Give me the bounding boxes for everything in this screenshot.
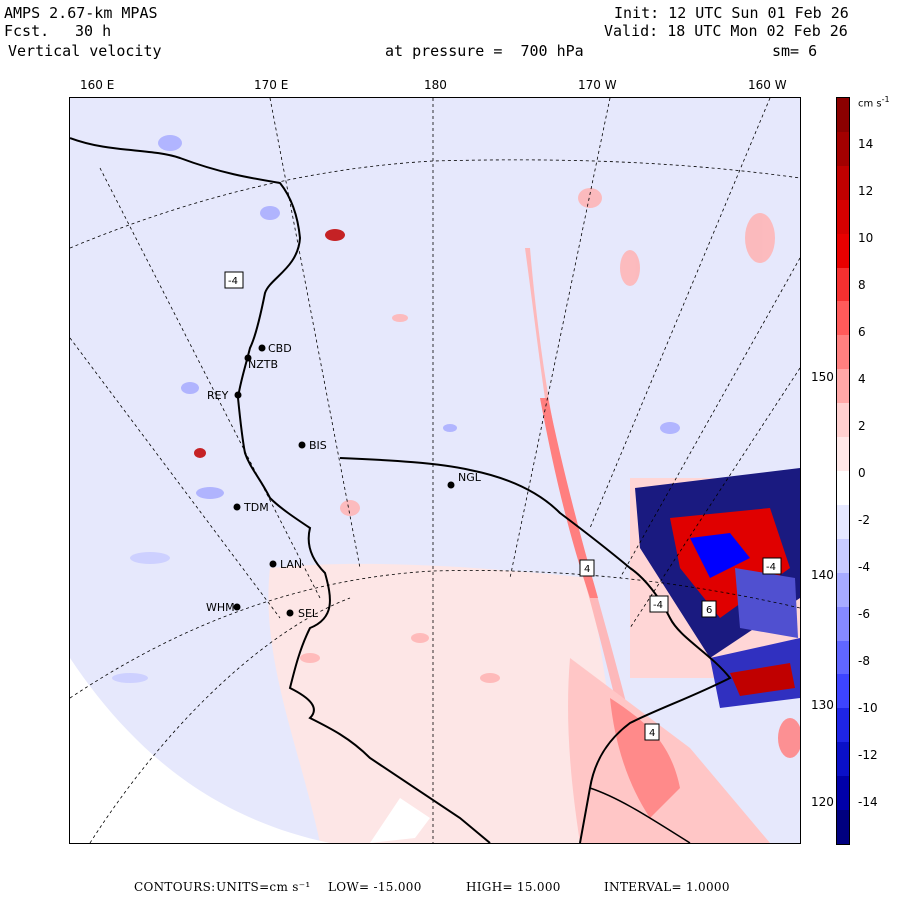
marker-min-box — [224, 271, 244, 289]
colorbar-tick-label: -12 — [858, 748, 878, 762]
colorbar-segment — [837, 131, 849, 167]
colorbar-segment — [837, 471, 849, 506]
colorbar-unit: cm s-1 — [858, 95, 890, 110]
colorbar-tick-label: -2 — [858, 513, 870, 527]
marker-min-box-2 — [649, 595, 669, 613]
marker-max-label-2: 4 — [649, 728, 655, 739]
colorbar-segment — [837, 640, 849, 675]
station-whm-marker — [233, 603, 241, 611]
colorbar-segment — [837, 606, 849, 642]
colorbar-segment — [837, 708, 849, 743]
marker-min-label-3: -4 — [766, 562, 776, 573]
colorbar-segment — [837, 267, 849, 302]
colorbar-segment — [837, 776, 849, 811]
station-bis-label: BIS — [309, 439, 327, 452]
lon-label-160w: 160 W — [748, 78, 787, 92]
station-tdm-label: TDM — [243, 501, 269, 514]
colorbar-tick-label: 6 — [858, 325, 866, 339]
velocity-map: CBD NZTB REY BIS TDM LAN WHM SEL NGL -4 … — [69, 97, 801, 844]
graticule — [70, 98, 800, 843]
station-sel-label: SEL — [298, 607, 319, 620]
colorbar-segment — [837, 233, 849, 269]
colorbar-segment — [837, 504, 849, 540]
footer-contours-label: CONTOURS: — [134, 880, 216, 894]
colorbar-tick-label: -4 — [858, 560, 870, 574]
station-sel-marker — [286, 609, 294, 617]
colorbar-segment — [837, 199, 849, 235]
nodata-region — [70, 658, 330, 843]
station-lan-marker — [269, 560, 277, 568]
colorbar-tick-label: 0 — [858, 466, 866, 480]
colorbar-segment — [837, 301, 849, 336]
footer-high: HIGH= 15.000 — [466, 880, 561, 894]
station-rey-marker — [234, 391, 242, 399]
colorbar-tick-label: 2 — [858, 419, 866, 433]
marker-max-label-1: 4 — [584, 564, 590, 575]
colorbar-tick-label: -8 — [858, 654, 870, 668]
station-lan-label: LAN — [280, 558, 302, 571]
colorbar-segment — [837, 742, 849, 777]
lon-label-170e: 170 E — [254, 78, 289, 92]
marker-max-box-1 — [579, 559, 595, 577]
station-cbd-marker — [258, 344, 266, 352]
model-title: AMPS 2.67-km MPAS — [4, 4, 158, 22]
extreme-markers: -4 4 4 -4 6 -4 — [224, 271, 782, 741]
init-time: Init: 12 UTC Sun 01 Feb 26 — [614, 4, 849, 22]
station-nztb-label: NZTB — [248, 358, 278, 371]
footer-units: UNITS=cm s⁻¹ — [216, 880, 311, 894]
marker-max-label-3: 6 — [706, 605, 712, 616]
colorbar-segment — [837, 538, 849, 574]
station-rey-label: REY — [207, 389, 229, 402]
marker-min-label: -4 — [228, 276, 238, 287]
lon-label-160e: 160 E — [80, 78, 115, 92]
smoothing-value: sm= 6 — [772, 42, 818, 60]
colorbar-segment — [837, 335, 849, 370]
footer-interval: INTERVAL= 1.0000 — [604, 880, 730, 894]
colorbar-segment — [837, 403, 849, 438]
colorbar-tick-label: 10 — [858, 231, 874, 245]
colorbar-segment — [837, 674, 849, 709]
colorbar-segment — [837, 437, 849, 472]
colorbar-segment — [837, 369, 849, 404]
station-ngl-label: NGL — [458, 471, 482, 484]
colorbar-segment — [837, 165, 849, 201]
station-bis-marker — [298, 441, 306, 449]
marker-min-box-3 — [762, 557, 782, 575]
forecast-label: Fcst. — [4, 22, 50, 40]
colorbar — [836, 97, 850, 845]
colorbar-segment — [837, 810, 849, 845]
forecast-hour: 30 h — [75, 22, 112, 40]
colorbar-tick-label: 8 — [858, 278, 866, 292]
lon-label-170w: 170 W — [578, 78, 617, 92]
scatter-blobs — [112, 135, 800, 758]
marker-max-box-3 — [701, 600, 717, 618]
colorbar-tick-label: -14 — [858, 795, 878, 809]
coastline — [70, 137, 491, 843]
station-tdm-marker — [233, 503, 241, 511]
colorbar-tick-label: -10 — [858, 701, 878, 715]
valid-time: Valid: 18 UTC Mon 02 Feb 26 — [604, 22, 848, 40]
colorbar-tick-label: -6 — [858, 607, 870, 621]
marker-min-label-2: -4 — [653, 600, 663, 611]
stations: CBD NZTB REY BIS TDM LAN WHM SEL NGL — [206, 342, 482, 620]
pressure-level: at pressure = 700 hPa — [385, 42, 584, 60]
station-cbd-label: CBD — [268, 342, 292, 355]
ice-shelf-front — [339, 457, 732, 843]
station-whm-label: WHM — [206, 601, 235, 614]
station-nztb-marker — [244, 354, 252, 362]
station-ngl-marker — [447, 481, 455, 489]
lon-label-180: 180 — [424, 78, 447, 92]
colorbar-tick-label: 14 — [858, 137, 874, 151]
colorbar-segment — [837, 572, 849, 608]
colorbar-tick-label: 4 — [858, 372, 866, 386]
footer-low: LOW= -15.000 — [328, 880, 422, 894]
ice-shelf-field — [268, 563, 630, 843]
marker-max-box-2 — [644, 723, 660, 741]
field-name: Vertical velocity — [8, 42, 162, 60]
colorbar-tick-label: 12 — [858, 184, 874, 198]
colorbar-segment — [837, 98, 849, 133]
